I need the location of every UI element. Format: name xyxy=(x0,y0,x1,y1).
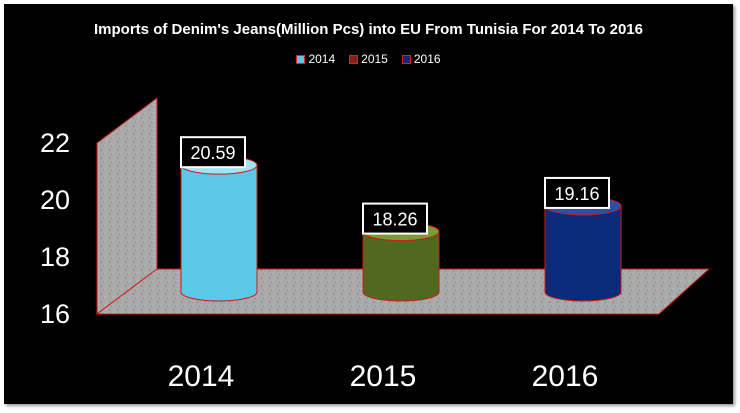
x-tick-label: 2014 xyxy=(168,360,235,393)
legend-label: 2016 xyxy=(413,52,441,66)
data-label-box xyxy=(180,136,246,169)
data-label: 19.16 xyxy=(554,184,599,204)
bar-2016: 19.16 xyxy=(544,176,622,302)
legend-swatch xyxy=(349,54,359,64)
data-label: 20.59 xyxy=(190,143,235,163)
y-tick-label: 20 xyxy=(40,185,70,215)
bar-body xyxy=(544,205,622,302)
chart-title: Imports of Denim's Jeans(Million Pcs) in… xyxy=(94,21,643,38)
y-tick-label: 18 xyxy=(40,242,70,272)
legend-entry-2014: 2014 xyxy=(296,52,335,66)
data-label-box xyxy=(362,202,428,235)
bar-body xyxy=(362,231,440,302)
chart-frame: Imports of Denim's Jeans(Million Pcs) in… xyxy=(4,4,733,404)
legend-entry-2016: 2016 xyxy=(401,52,441,66)
bar-body xyxy=(180,164,258,302)
legend-swatch xyxy=(401,54,411,64)
data-label-box xyxy=(544,176,610,209)
legend-label: 2014 xyxy=(308,52,336,66)
bar-2014: 20.59 xyxy=(180,136,258,302)
legend-swatch xyxy=(296,54,306,64)
bar-2015: 18.26 xyxy=(362,202,440,302)
plot-area: 16 18 20 22 20.59 2014 18.26 2015 19.16 2016 xyxy=(40,97,711,393)
x-tick-label: 2016 xyxy=(532,360,599,393)
y-tick-label: 22 xyxy=(40,128,70,158)
legend-label: 2015 xyxy=(361,52,388,66)
x-tick-label: 2015 xyxy=(350,360,417,393)
legend-entry-2015: 2015 xyxy=(349,52,388,66)
legend: 2014 2015 2016 xyxy=(4,52,733,66)
y-tick-label: 16 xyxy=(40,299,70,329)
data-label: 18.26 xyxy=(372,210,417,230)
